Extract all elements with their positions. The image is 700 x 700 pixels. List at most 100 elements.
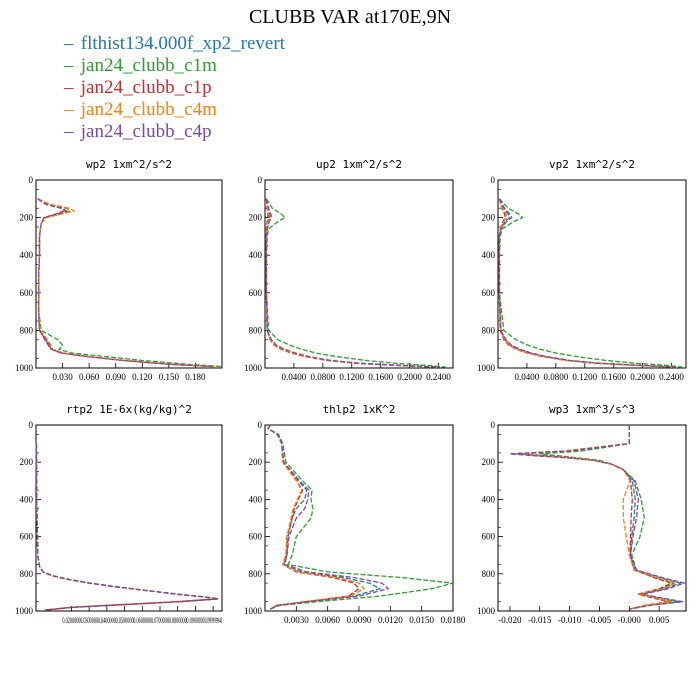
x-tick-label: 0.0500000 — [116, 616, 134, 625]
x-tick-label: -0.005 — [588, 615, 612, 625]
x-tick-label: 0.060 — [79, 372, 100, 382]
x-tick-label: -0.000 — [618, 615, 642, 625]
y-tick-label: 200 — [20, 213, 34, 223]
x-tick-label: 0.0180 — [441, 615, 466, 625]
y-tick-label: 0 — [29, 420, 34, 430]
x-tick-label: 0.0400000 — [98, 616, 116, 625]
series-line — [265, 198, 438, 368]
y-tick-label: 1000 — [15, 363, 34, 373]
y-tick-label: 600 — [20, 532, 34, 542]
chart-title: wp2 1xm^2/s^2 — [86, 158, 172, 171]
chart-title: wp3 1xm^3/s^3 — [549, 403, 635, 416]
legend-entry: – flthist134.000f_xp2_revert — [64, 33, 285, 55]
series-line — [267, 424, 360, 610]
series-line — [498, 198, 683, 368]
legend-swatch: – — [64, 77, 74, 98]
y-tick-label: 200 — [482, 457, 496, 467]
y-tick-label: 400 — [249, 250, 263, 260]
legend-swatch: – — [64, 99, 74, 120]
y-tick-label: 0 — [29, 175, 34, 185]
chart-panel: rtp2 1E-6x(kg/kg)^2 0 200 400 600 800 1000 0.02… — [15, 403, 223, 625]
legend-entry: – jan24_clubb_c1m — [64, 55, 285, 77]
plot-frame — [35, 424, 223, 612]
y-tick-label: 800 — [20, 325, 34, 335]
x-tick-label: 0.0150 — [409, 615, 434, 625]
x-tick-label: 0.0120 — [378, 615, 403, 625]
chart-title: thlp2 1xK^2 — [323, 403, 396, 416]
series-line — [37, 198, 215, 368]
chart-panel: up2 1xm^2/s^2 0 200 400 600 800 1000 0.0400 0.08… — [244, 158, 454, 382]
series-line — [265, 198, 439, 368]
y-tick-label: 600 — [249, 532, 263, 542]
x-tick-label: 0.120 — [132, 372, 153, 382]
y-tick-label: 800 — [482, 325, 496, 335]
y-tick-label: 400 — [20, 250, 34, 260]
y-tick-label: 200 — [482, 213, 496, 223]
series-line — [37, 198, 212, 368]
series-line — [35, 443, 219, 611]
x-tick-label: -0.010 — [558, 615, 582, 625]
y-tick-label: 0 — [258, 420, 263, 430]
y-tick-label: 600 — [249, 288, 263, 298]
y-tick-label: 400 — [482, 250, 496, 260]
x-tick-label: -0.020 — [498, 615, 522, 625]
series-line — [37, 198, 223, 368]
y-tick-label: 0 — [491, 420, 496, 430]
x-tick-label: 0.0030 — [284, 615, 309, 625]
y-tick-label: 0 — [491, 175, 496, 185]
chart-title: up2 1xm^2/s^2 — [316, 158, 402, 171]
x-tick-label: 0.1600 — [368, 372, 393, 382]
legend-entry: – jan24_clubb_c4m — [64, 99, 285, 121]
x-tick-label: 0.2400 — [659, 372, 684, 382]
x-tick-label: 0.0800 — [310, 372, 335, 382]
x-tick-label: 0.0600000 — [133, 616, 151, 625]
x-tick-label: 0.0200000 — [62, 616, 80, 625]
y-tick-label: 200 — [249, 213, 263, 223]
x-tick-label: 0.2000 — [397, 372, 422, 382]
y-tick-label: 800 — [482, 569, 496, 579]
series-line — [35, 443, 219, 611]
series-line — [267, 424, 454, 610]
plot-frame — [497, 424, 687, 612]
series-line — [37, 198, 214, 368]
y-tick-label: 400 — [20, 494, 34, 504]
y-tick-label: 200 — [20, 457, 34, 467]
series-line — [515, 425, 678, 610]
x-tick-label: 0.1200 — [572, 372, 597, 382]
series-line — [498, 198, 672, 368]
plot-frame — [264, 179, 454, 369]
x-tick-label: 0.0800000 — [169, 616, 187, 625]
y-tick-label: 400 — [249, 494, 263, 504]
chart-panel: vp2 1xm^2/s^2 0 200 400 600 800 1000 0.0400 0.08… — [477, 158, 687, 382]
legend-label: jan24_clubb_c1m — [80, 55, 217, 76]
series-line — [498, 198, 676, 368]
legend-swatch: – — [64, 33, 74, 54]
x-tick-label: 0.005 — [649, 615, 670, 625]
series-line — [509, 425, 687, 610]
series-line — [265, 198, 446, 368]
x-tick-label: 0.0700000 — [151, 616, 169, 625]
series-line — [35, 443, 216, 611]
series-line — [265, 198, 436, 368]
legend-entry: – jan24_clubb_c1p — [64, 77, 285, 99]
y-tick-label: 800 — [249, 569, 263, 579]
x-tick-label: 0.0400 — [515, 372, 540, 382]
legend-label: jan24_clubb_c4m — [80, 99, 217, 120]
y-tick-label: 1000 — [15, 606, 34, 616]
legend-label: jan24_clubb_c1p — [80, 77, 212, 98]
series-line — [498, 198, 674, 368]
chart-title: vp2 1xm^2/s^2 — [549, 158, 635, 171]
series-line — [498, 198, 676, 368]
chart-panel: thlp2 1xK^2 0 200 400 600 800 1000 0.0030 0.0060… — [244, 403, 466, 625]
plot-frame — [35, 179, 223, 369]
x-tick-label: -0.015 — [528, 615, 552, 625]
x-tick-label: 0.180 — [185, 372, 206, 382]
series-line — [35, 443, 217, 611]
x-tick-label: 0.2400 — [426, 372, 451, 382]
x-tick-label: 0.090 — [106, 372, 127, 382]
series-line — [265, 198, 441, 368]
legend-label: jan24_clubb_c4p — [80, 121, 212, 142]
x-tick-label: 0.030 — [52, 372, 73, 382]
series-line — [37, 198, 213, 368]
